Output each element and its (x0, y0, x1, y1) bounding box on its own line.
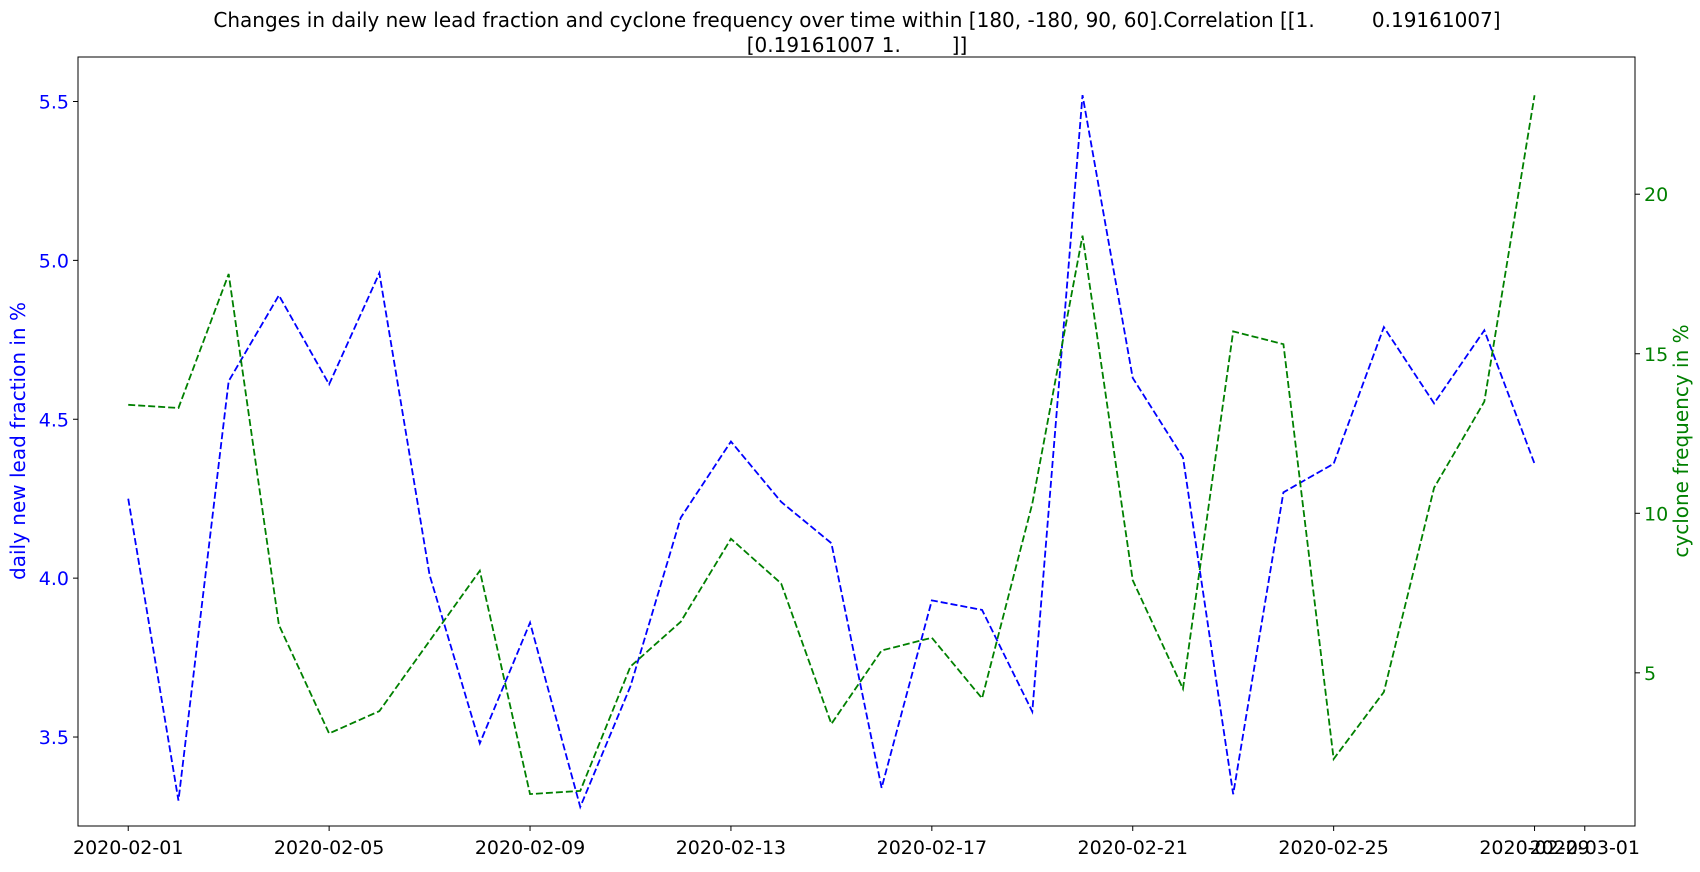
data-point-right-17 (981, 697, 983, 699)
left-tick-label: 5.0 (39, 250, 69, 272)
x-tick-label: 2020-02-09 (475, 837, 585, 859)
data-point-left-26 (1433, 402, 1435, 404)
data-point-right-4 (328, 732, 330, 734)
data-point-right-19 (1081, 234, 1083, 236)
data-point-left-1 (177, 799, 179, 801)
data-point-right-2 (227, 273, 229, 275)
left-tick-label: 5.5 (39, 91, 69, 113)
data-point-left-11 (680, 517, 682, 519)
data-point-left-21 (1182, 456, 1184, 458)
data-point-left-23 (1282, 491, 1284, 493)
x-tick-label: 2020-03-01 (1530, 837, 1640, 859)
right-tick-label: 20 (1644, 184, 1668, 206)
chart-title-line-2: [0.19161007 1. ]] (747, 33, 968, 57)
data-point-left-6 (428, 574, 430, 576)
right-tick-label: 5 (1644, 663, 1656, 685)
data-point-right-15 (880, 649, 882, 651)
data-point-right-22 (1232, 330, 1234, 332)
data-point-left-10 (629, 685, 631, 687)
series-layer (127, 94, 1536, 810)
data-point-left-27 (1483, 329, 1485, 331)
left-axis-label: daily new lead fraction in % (6, 302, 30, 580)
plot-frame (77, 56, 1636, 827)
data-point-left-13 (780, 501, 782, 503)
left-y-axis: 3.5 4.0 4.5 5.0 5.5 (39, 91, 78, 749)
x-tick-label: 2020-02-05 (274, 837, 384, 859)
data-point-right-5 (378, 710, 380, 712)
data-point-right-27 (1483, 400, 1485, 402)
x-tick-label: 2020-02-13 (676, 837, 786, 859)
data-point-left-14 (830, 542, 832, 544)
data-point-right-6 (428, 640, 430, 642)
left-tick-label: 4.0 (39, 568, 69, 590)
right-axis-label: cyclone frequency in % (1669, 324, 1693, 557)
data-point-left-17 (981, 609, 983, 611)
data-point-left-3 (278, 294, 280, 296)
data-point-right-12 (730, 538, 732, 540)
data-point-right-8 (529, 793, 531, 795)
data-point-right-28 (1533, 94, 1535, 96)
data-point-left-16 (931, 599, 933, 601)
data-point-right-16 (931, 637, 933, 639)
data-point-right-26 (1433, 487, 1435, 489)
data-point-left-20 (1132, 377, 1134, 379)
right-tick-label: 10 (1644, 503, 1668, 525)
data-point-left-12 (730, 440, 732, 442)
data-point-right-14 (830, 723, 832, 725)
data-point-left-28 (1533, 463, 1535, 465)
x-tick-label: 2020-02-21 (1078, 837, 1188, 859)
series-line-right (128, 95, 1536, 796)
data-point-right-13 (780, 582, 782, 584)
left-tick-label: 4.5 (39, 409, 69, 431)
data-point-right-21 (1182, 688, 1184, 690)
data-point-left-15 (880, 787, 882, 789)
x-tick-label: 2020-02-29 (1479, 837, 1589, 859)
data-point-right-24 (1332, 758, 1334, 760)
data-point-right-10 (629, 665, 631, 667)
data-point-right-0 (127, 404, 129, 406)
data-point-right-23 (1282, 343, 1284, 345)
data-point-left-22 (1232, 793, 1234, 795)
series-line-left (127, 94, 1536, 810)
data-point-right-7 (479, 570, 481, 572)
data-point-right-3 (278, 624, 280, 626)
data-point-left-0 (127, 498, 129, 500)
data-point-right-25 (1383, 691, 1385, 693)
data-point-right-9 (579, 790, 581, 792)
data-point-left-8 (529, 621, 531, 623)
data-point-left-5 (378, 272, 380, 274)
data-point-right-20 (1132, 579, 1134, 581)
right-y-axis: 5 10 15 20 (1635, 184, 1668, 685)
data-point-left-7 (479, 742, 481, 744)
x-tick-label: 2020-02-01 (73, 837, 183, 859)
x-tick-label: 2020-02-17 (877, 837, 987, 859)
x-tick-label: 2020-02-25 (1278, 837, 1388, 859)
data-point-left-24 (1332, 463, 1334, 465)
x-axis: 2020-02-01 2020-02-05 2020-02-09 2020-02-13… (73, 826, 1640, 859)
data-point-right-18 (1031, 503, 1033, 505)
data-point-left-18 (1031, 710, 1033, 712)
data-point-left-4 (328, 383, 330, 385)
data-point-left-25 (1383, 326, 1385, 328)
data-point-left-9 (579, 806, 581, 808)
left-tick-label: 3.5 (39, 727, 69, 749)
data-point-right-1 (177, 407, 179, 409)
right-tick-label: 15 (1644, 344, 1668, 366)
chart-title-line-1: Changes in daily new lead fraction and c… (213, 8, 1500, 32)
data-point-left-2 (227, 380, 229, 382)
data-point-right-11 (680, 621, 682, 623)
data-point-left-19 (1081, 94, 1083, 96)
